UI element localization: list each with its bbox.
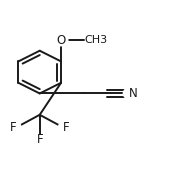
- Ellipse shape: [123, 88, 134, 99]
- Text: F: F: [10, 121, 17, 134]
- Text: F: F: [36, 133, 43, 146]
- Text: F: F: [63, 121, 70, 134]
- Text: N: N: [129, 87, 137, 100]
- Ellipse shape: [35, 135, 44, 144]
- Ellipse shape: [12, 123, 21, 132]
- Ellipse shape: [58, 123, 67, 132]
- Text: CH3: CH3: [84, 35, 107, 45]
- Text: O: O: [56, 33, 66, 47]
- Ellipse shape: [54, 34, 68, 46]
